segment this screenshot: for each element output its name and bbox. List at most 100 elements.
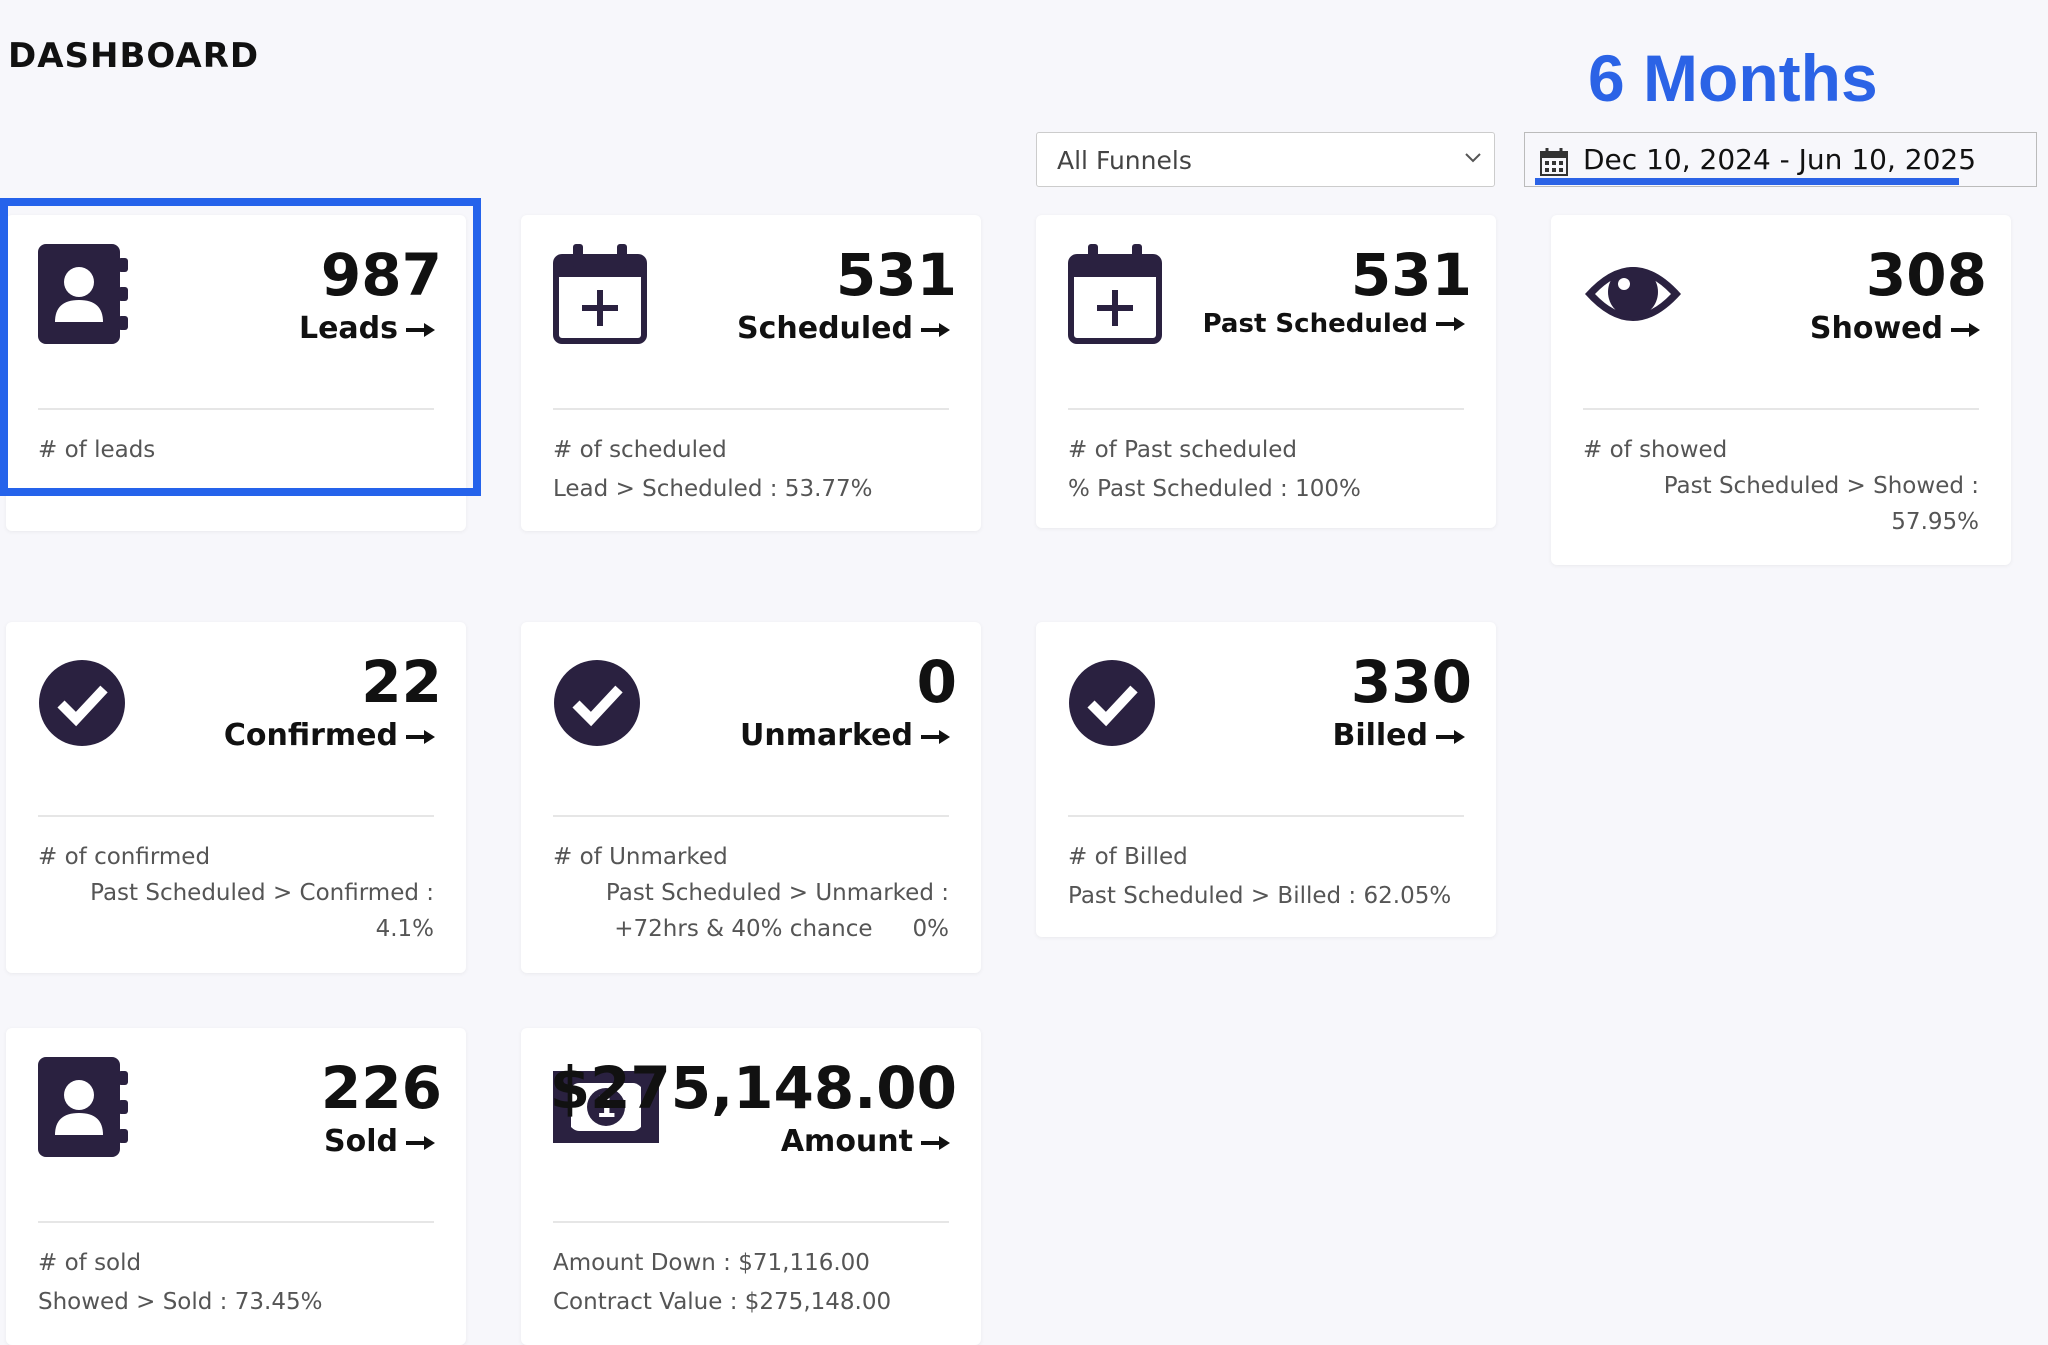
- card-icon: [553, 651, 643, 755]
- metric-value: 308: [1865, 241, 1987, 309]
- divider: [1068, 815, 1464, 817]
- divider: [38, 1221, 434, 1223]
- highlight-underline: [1535, 178, 1959, 185]
- divider: [38, 408, 434, 410]
- page-title: DASHBOARD: [8, 36, 260, 76]
- funnel-select[interactable]: All Funnels: [1036, 132, 1495, 187]
- arrow-icon: [406, 311, 436, 346]
- note: # of sold: [38, 1250, 142, 1276]
- card-icon: [38, 651, 128, 755]
- arrow-icon: [1436, 309, 1466, 339]
- metric-link[interactable]: Sold: [324, 1124, 436, 1159]
- metric-card[interactable]: 22 Confirmed # of confirmed Past Scheduled …: [6, 622, 466, 973]
- card-icon: [553, 244, 647, 348]
- card-notes: # of Billed Past Scheduled > Billed : 62.…: [1068, 844, 1464, 909]
- note: Showed > Sold : 73.45%: [38, 1289, 323, 1315]
- metric-link[interactable]: Leads: [299, 311, 436, 346]
- metric-value: 22: [361, 648, 442, 716]
- note: Past Scheduled > Unmarked :: [605, 880, 949, 906]
- chevron: [1465, 153, 1481, 163]
- note: # of scheduled: [553, 437, 727, 463]
- arrow-icon: [406, 718, 436, 753]
- metric-card[interactable]: 1 $275,148.00 Amount Amount Down : $71,116.…: [521, 1028, 981, 1345]
- metric-link[interactable]: Past Scheduled: [1203, 309, 1466, 339]
- note: Past Scheduled > Confirmed :: [90, 880, 434, 906]
- metric-card[interactable]: 531 Past Scheduled # of Past scheduled % Pa…: [1036, 215, 1496, 528]
- funnel-text: All Funnels: [1057, 146, 1192, 175]
- note: Amount Down : $71,116.00: [553, 1250, 870, 1276]
- arrow-icon: [1951, 311, 1981, 346]
- metric-card[interactable]: 987 Leads # of leads: [6, 215, 466, 531]
- card-icon: 1: [553, 1057, 661, 1161]
- arrow-icon: [406, 1124, 436, 1159]
- note: # of Past scheduled: [1068, 437, 1297, 463]
- card-notes: # of confirmed Past Scheduled > Confirmed…: [38, 844, 434, 942]
- metric-value: $275,148.00: [549, 1054, 957, 1122]
- metric-label: Unmarked: [740, 718, 913, 753]
- metric-card[interactable]: 531 Scheduled # of scheduled Lead > Schedul…: [521, 215, 981, 531]
- metric-label: Sold: [324, 1124, 398, 1159]
- note: % Past Scheduled : 100%: [1068, 476, 1361, 502]
- arrow-icon: [921, 311, 951, 346]
- metric-label: Past Scheduled: [1202, 309, 1428, 339]
- metric-value: 987: [320, 241, 442, 309]
- divider: [553, 815, 949, 817]
- metric-card[interactable]: 226 Sold # of sold Showed > Sold : 73.45%: [6, 1028, 466, 1345]
- card-icon: [38, 1057, 130, 1161]
- metric-link[interactable]: Billed: [1332, 718, 1466, 753]
- card-notes: # of Past scheduled % Past Scheduled : 10…: [1068, 437, 1464, 502]
- note: # of leads: [38, 437, 156, 463]
- metric-value: 531: [835, 241, 957, 309]
- card-icon: [1068, 244, 1162, 348]
- note: # of Billed: [1068, 844, 1188, 870]
- metric-label: Scheduled: [736, 311, 913, 346]
- card-notes: Amount Down : $71,116.00 Contract Value :…: [553, 1250, 949, 1315]
- arrow-icon: [921, 718, 951, 753]
- metric-label: Confirmed: [223, 718, 398, 753]
- note: +72hrs & 40% chance: [614, 916, 873, 942]
- metric-link[interactable]: Confirmed: [224, 718, 436, 753]
- note: # of confirmed: [38, 844, 211, 870]
- note: # of Unmarked: [553, 844, 728, 870]
- metric-link[interactable]: Unmarked: [740, 718, 951, 753]
- metric-label: Amount: [780, 1124, 913, 1159]
- card-icon: [1583, 244, 1683, 348]
- card-notes: # of scheduled Lead > Scheduled : 53.77%: [553, 437, 949, 502]
- note: Contract Value : $275,148.00: [553, 1289, 892, 1315]
- card-notes: # of Unmarked Past Scheduled > Unmarked :…: [553, 844, 949, 942]
- metric-link[interactable]: Showed: [1810, 311, 1981, 346]
- card-icon: [38, 244, 130, 348]
- divider: [38, 815, 434, 817]
- note: Lead > Scheduled : 53.77%: [553, 476, 873, 502]
- note: Past Scheduled > Showed :: [1663, 473, 1979, 499]
- svg-text:1: 1: [596, 1090, 617, 1125]
- metric-value: 330: [1350, 648, 1472, 716]
- note: 57.95%: [1891, 509, 1979, 535]
- card-icon: [1068, 651, 1158, 755]
- note: Past Scheduled > Billed : 62.05%: [1068, 883, 1452, 909]
- metric-label: Billed: [1332, 718, 1428, 753]
- date-range[interactable]: Dec 10, 2024 - Jun 10, 2025: [1524, 132, 2037, 187]
- arrow-icon: [921, 1124, 951, 1159]
- note: # of showed: [1583, 437, 1728, 463]
- metric-link[interactable]: Scheduled: [737, 311, 951, 346]
- note: 0%: [912, 916, 950, 942]
- metric-value: 226: [320, 1054, 442, 1122]
- calendar-icon: [1540, 148, 1568, 176]
- metric-card[interactable]: 330 Billed # of Billed Past Scheduled > Bil…: [1036, 622, 1496, 937]
- card-notes: # of leads: [38, 437, 434, 463]
- divider: [553, 408, 949, 410]
- metric-card[interactable]: 0 Unmarked # of Unmarked Past Scheduled > U…: [521, 622, 981, 973]
- annotation: 6 Months: [1588, 41, 1878, 115]
- arrow-icon: [1436, 718, 1466, 753]
- divider: [1583, 408, 1979, 410]
- metric-link[interactable]: Amount: [781, 1124, 951, 1159]
- divider: [1068, 408, 1464, 410]
- metric-label: Showed: [1809, 311, 1943, 346]
- card-notes: # of sold Showed > Sold : 73.45%: [38, 1250, 434, 1315]
- selection-outline: [0, 198, 481, 496]
- metric-card[interactable]: 308 Showed # of showed Past Scheduled > Sho…: [1551, 215, 2011, 565]
- divider: [553, 1221, 949, 1223]
- date-text: Dec 10, 2024 - Jun 10, 2025: [1583, 143, 1977, 176]
